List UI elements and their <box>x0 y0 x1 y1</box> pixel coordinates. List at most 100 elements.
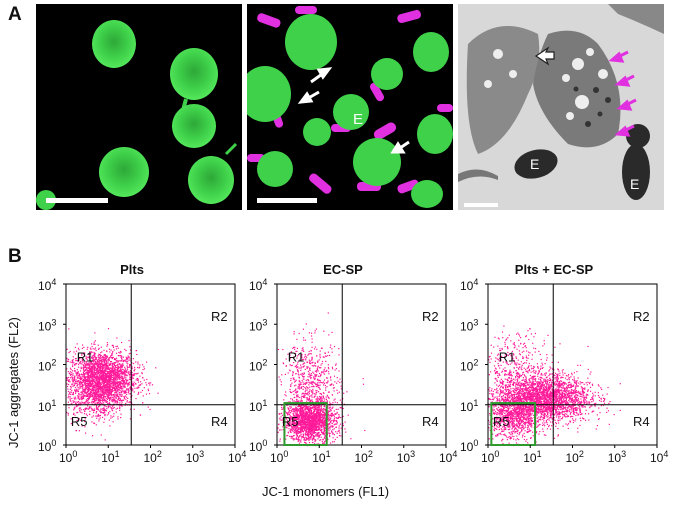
erythrocyte <box>397 179 419 194</box>
event-point <box>77 360 79 362</box>
event-point <box>117 383 119 385</box>
event-point <box>114 389 116 391</box>
event-point <box>124 390 126 392</box>
event-point <box>113 406 115 409</box>
event-point <box>122 373 124 375</box>
event-point <box>97 372 99 374</box>
event-point <box>107 407 109 409</box>
event-point <box>140 391 142 393</box>
event-point <box>107 371 110 373</box>
event-point <box>93 373 95 375</box>
event-point <box>70 387 72 389</box>
event-point <box>332 384 335 386</box>
y-tick-label: 100 <box>38 438 56 454</box>
event-point <box>112 345 114 347</box>
event-point <box>92 390 94 392</box>
event-point <box>101 376 103 378</box>
event-point <box>90 391 92 393</box>
event-point <box>96 376 98 378</box>
event-point <box>81 396 83 398</box>
event-point <box>119 374 121 376</box>
event-point <box>92 348 94 350</box>
event-point <box>147 406 149 408</box>
event-point <box>113 362 115 364</box>
event-point <box>117 368 119 370</box>
event-point <box>102 355 104 358</box>
event-point <box>80 363 82 365</box>
event-point <box>73 412 75 414</box>
event-point <box>105 390 107 392</box>
event-point <box>340 435 342 437</box>
event-point <box>97 377 99 379</box>
event-point <box>83 374 85 376</box>
event-point <box>321 426 323 428</box>
event-point <box>333 399 335 401</box>
event-point <box>106 389 108 391</box>
event-point <box>133 374 135 376</box>
event-point <box>94 396 96 398</box>
event-point <box>316 367 319 369</box>
event-point <box>89 379 91 381</box>
event-point <box>119 369 121 371</box>
event-point <box>124 375 126 377</box>
event-point <box>332 368 334 370</box>
event-point <box>117 374 119 376</box>
event-point <box>116 393 118 396</box>
event-point <box>136 377 138 380</box>
event-point <box>96 415 98 417</box>
event-point <box>108 384 110 386</box>
event-point <box>107 371 109 373</box>
event-point <box>114 358 117 360</box>
event-point <box>71 397 73 400</box>
event-point <box>337 430 339 432</box>
event-point <box>94 374 96 376</box>
event-point <box>89 381 91 383</box>
event-point <box>118 376 120 378</box>
event-point <box>148 393 151 395</box>
cell <box>170 48 218 100</box>
event-point <box>335 426 337 428</box>
event-point <box>97 387 99 389</box>
event-point <box>72 381 74 383</box>
event-point <box>97 397 99 400</box>
event-point <box>102 364 104 366</box>
event-point <box>89 380 91 382</box>
event-point <box>117 385 119 387</box>
event-point <box>70 418 72 420</box>
event-point <box>105 400 107 402</box>
event-point <box>87 356 89 358</box>
event-point <box>331 422 333 425</box>
event-point <box>123 371 125 373</box>
event-point <box>300 419 302 421</box>
event-point <box>105 364 107 366</box>
event-point <box>90 363 93 365</box>
event-point <box>115 390 117 392</box>
event-point <box>133 384 135 386</box>
event-point <box>115 372 117 374</box>
event-point <box>126 383 128 385</box>
event-point <box>299 415 301 417</box>
event-point <box>67 397 69 399</box>
event-point <box>111 394 113 396</box>
event-point <box>72 365 74 368</box>
event-point <box>111 353 113 355</box>
event-point <box>104 364 106 366</box>
event-point <box>110 395 112 397</box>
event-point <box>81 377 83 379</box>
event-point <box>134 368 136 370</box>
event-point <box>97 365 100 367</box>
event-point <box>94 384 96 386</box>
event-point <box>68 352 70 354</box>
event-point <box>120 417 122 419</box>
event-point <box>119 386 121 388</box>
event-point <box>72 380 74 382</box>
event-point <box>101 390 103 392</box>
event-point <box>323 379 326 381</box>
event-point <box>87 387 89 389</box>
event-point <box>77 371 79 373</box>
event-point <box>116 388 118 390</box>
event-point <box>73 376 76 378</box>
event-point <box>99 356 102 358</box>
event-point <box>77 347 80 349</box>
event-point <box>306 437 308 439</box>
